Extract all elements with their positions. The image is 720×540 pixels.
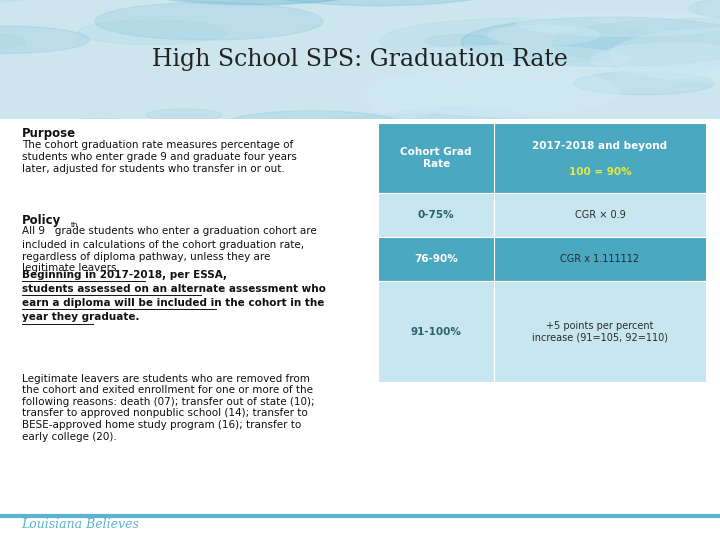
Ellipse shape bbox=[392, 44, 627, 73]
Ellipse shape bbox=[366, 75, 444, 119]
Text: th: th bbox=[71, 222, 78, 228]
Circle shape bbox=[0, 0, 84, 4]
FancyBboxPatch shape bbox=[378, 193, 706, 237]
Ellipse shape bbox=[381, 66, 620, 117]
Text: CGR x 1.111112: CGR x 1.111112 bbox=[560, 254, 639, 264]
Circle shape bbox=[119, 0, 399, 4]
Circle shape bbox=[552, 18, 720, 68]
Text: 91-100%: 91-100% bbox=[410, 327, 462, 337]
Text: Beginning in 2017-2018, per ESSA,: Beginning in 2017-2018, per ESSA, bbox=[22, 269, 227, 280]
Circle shape bbox=[78, 20, 226, 45]
Ellipse shape bbox=[608, 28, 720, 83]
Circle shape bbox=[0, 119, 235, 164]
Text: 0-75%: 0-75% bbox=[418, 210, 454, 220]
Text: students assessed on an alternate assessment who: students assessed on an alternate assess… bbox=[22, 284, 325, 294]
Circle shape bbox=[385, 107, 528, 131]
Text: All 9   grade students who enter a graduation cohort are: All 9 grade students who enter a graduat… bbox=[22, 226, 316, 236]
FancyBboxPatch shape bbox=[378, 123, 706, 193]
Text: Legitimate leavers are students who are removed from
the cohort and exited enrol: Legitimate leavers are students who are … bbox=[22, 374, 314, 442]
Circle shape bbox=[689, 0, 720, 20]
Circle shape bbox=[380, 18, 657, 64]
Circle shape bbox=[574, 72, 714, 95]
FancyBboxPatch shape bbox=[378, 281, 706, 382]
Ellipse shape bbox=[590, 42, 720, 78]
Text: High School SPS: Graduation Rate: High School SPS: Graduation Rate bbox=[152, 48, 568, 71]
Circle shape bbox=[462, 17, 720, 66]
Text: 76-90%: 76-90% bbox=[414, 254, 458, 264]
Ellipse shape bbox=[487, 25, 600, 45]
Ellipse shape bbox=[516, 11, 720, 37]
Circle shape bbox=[0, 32, 25, 51]
FancyBboxPatch shape bbox=[378, 237, 706, 281]
Circle shape bbox=[221, 111, 405, 141]
Circle shape bbox=[279, 114, 557, 160]
Text: +5 points per percent
increase (91=105, 92=110): +5 points per percent increase (91=105, … bbox=[532, 321, 668, 342]
Text: 2017-2018 and beyond: 2017-2018 and beyond bbox=[532, 141, 667, 151]
Circle shape bbox=[425, 35, 498, 47]
Circle shape bbox=[238, 0, 518, 6]
Text: year they graduate.: year they graduate. bbox=[22, 312, 139, 322]
Text: included in calculations of the cohort graduation rate,
regardless of diploma pa: included in calculations of the cohort g… bbox=[22, 240, 304, 273]
Circle shape bbox=[146, 109, 222, 122]
Text: Cohort Grad
Rate: Cohort Grad Rate bbox=[400, 147, 472, 169]
Text: 100 = 90%: 100 = 90% bbox=[569, 167, 631, 177]
Text: earn a diploma will be included in the cohort in the: earn a diploma will be included in the c… bbox=[22, 298, 324, 308]
Text: The cohort graduation rate measures percentage of
students who enter grade 9 and: The cohort graduation rate measures perc… bbox=[22, 140, 297, 173]
Circle shape bbox=[0, 26, 89, 53]
Circle shape bbox=[126, 0, 377, 5]
Text: Policy: Policy bbox=[22, 214, 61, 227]
Text: CGR × 0.9: CGR × 0.9 bbox=[575, 210, 626, 220]
Circle shape bbox=[95, 2, 323, 40]
FancyBboxPatch shape bbox=[0, 0, 720, 119]
Text: Louisiana Believes: Louisiana Believes bbox=[22, 518, 140, 531]
Text: Purpose: Purpose bbox=[22, 127, 76, 140]
Ellipse shape bbox=[454, 79, 567, 114]
Circle shape bbox=[615, 60, 710, 76]
